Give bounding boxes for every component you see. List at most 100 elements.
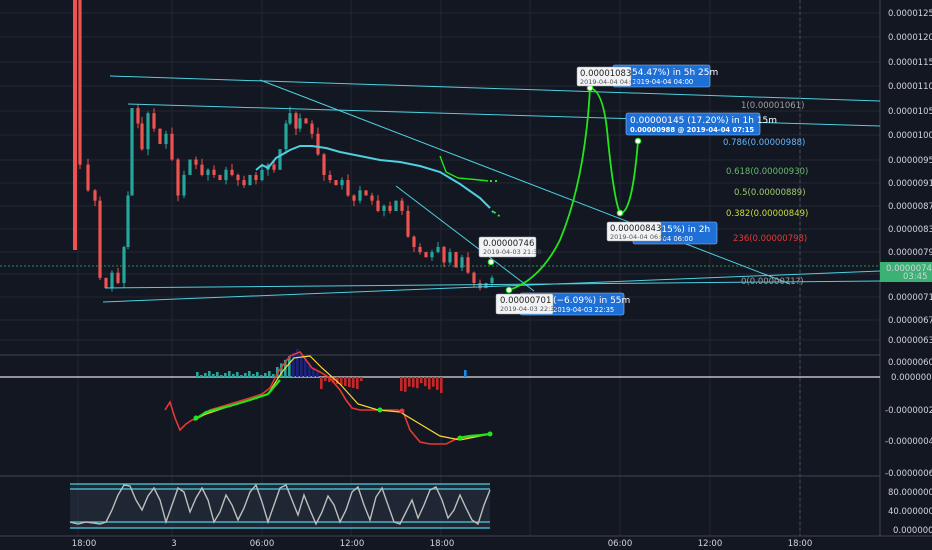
projection-point-1[interactable] xyxy=(505,286,513,294)
time-axis[interactable]: 18:00 3 06:00 12:00 18:00 06:00 12:00 18:00 xyxy=(72,539,813,549)
rsi-panel[interactable] xyxy=(69,483,491,529)
candle-body xyxy=(412,236,416,247)
annotation-high-time: 2019-04-04 04:00 xyxy=(632,78,693,86)
time-tick-label: 06:00 xyxy=(608,539,633,549)
fibonacci-retracement[interactable]: 1(0.00001061) 0.786(0.00000988) 0.618(0.… xyxy=(723,101,808,287)
macd-histogram-bar-up xyxy=(300,353,303,377)
current-price-value: 0.00000741 xyxy=(886,264,932,274)
moving-average-projection xyxy=(491,210,497,215)
macd-histogram-bar-down xyxy=(340,377,343,385)
candle-body xyxy=(424,252,428,258)
candle-body xyxy=(278,149,282,170)
candle-body xyxy=(490,277,494,283)
lower-support-line[interactable] xyxy=(104,280,881,289)
candle-body xyxy=(164,133,168,145)
macd-histogram-bar-down xyxy=(432,377,435,387)
macd-panel[interactable] xyxy=(0,349,880,445)
macd-histogram-bar-up xyxy=(224,373,227,377)
macd-histogram-bar-up xyxy=(200,375,203,377)
macd-line-up xyxy=(193,379,281,421)
candle-body xyxy=(370,195,374,201)
annotation-target-price-time: 0.00000988 @ 2019-04-04 07:15 xyxy=(630,126,754,134)
macd-histogram-bar-down xyxy=(348,377,351,387)
candle-body xyxy=(472,272,476,283)
time-tick-label: 18:00 xyxy=(72,539,97,549)
macd-cross-4 xyxy=(487,431,493,437)
descending-trendline[interactable] xyxy=(259,79,791,285)
support-trendline[interactable] xyxy=(102,270,881,303)
macd-cross-1 xyxy=(193,415,199,421)
annotation-high-change: 54.47%) in 5h 25m xyxy=(632,68,718,78)
macd-line-up-2 xyxy=(457,432,491,440)
fib-level-0236: 236(0.00000798) xyxy=(733,234,807,244)
candle-body xyxy=(394,200,398,211)
macd-histogram-bar-up xyxy=(232,374,235,377)
candle-body xyxy=(400,200,404,211)
macd-histogram-bar-up xyxy=(244,373,247,377)
candle-body xyxy=(98,200,102,278)
upper-trendline[interactable] xyxy=(109,75,881,102)
fib-level-0: 0(0.0000071?) xyxy=(741,277,804,287)
annotation-pullback-price: 0.00000843 xyxy=(610,224,661,234)
projection-points[interactable] xyxy=(487,84,642,294)
short-trendline[interactable] xyxy=(395,185,535,292)
macd-histogram-bar-up xyxy=(316,372,319,377)
candle-body xyxy=(436,246,440,253)
macd-histogram xyxy=(196,349,467,393)
rsi-tick-label: 0.00000000 xyxy=(893,526,932,536)
macd-histogram-bar-up xyxy=(260,375,263,377)
fib-level-0382: 0.382(0.00000849) xyxy=(726,209,808,219)
macd-tick-label: -0.00000020 xyxy=(885,406,932,416)
rsi-axis[interactable]: 80.00000000 40.00000000 0.00000000 xyxy=(888,488,932,536)
fib-level-1: 1(0.00001061) xyxy=(741,101,804,111)
annotation-low-time: 2019-04-03 22:35 xyxy=(553,306,614,314)
current-price-tag[interactable]: 0.00000741 03:45 xyxy=(880,262,932,282)
annotation-high-date: 2019-04-04 04:00 xyxy=(580,78,639,86)
candle-body xyxy=(236,174,240,181)
candle-body xyxy=(484,282,488,289)
macd-histogram-bar-up xyxy=(220,375,223,377)
annotation-pullback[interactable]: (−22.15%) in 2h 019-04-04 06:00 0.000008… xyxy=(606,221,718,245)
candle-body xyxy=(382,205,386,211)
candle-body xyxy=(110,272,114,289)
annotation-high[interactable]: 54.47%) in 5h 25m 2019-04-04 04:00 0.000… xyxy=(576,64,718,88)
macd-histogram-bar-up xyxy=(216,372,219,377)
time-tick-label: 18:00 xyxy=(788,539,813,549)
annotation-target-change: 0.00000145 (17.20%) in 1h 15m xyxy=(630,116,777,126)
projection-point-4[interactable] xyxy=(634,137,642,145)
annotation-low-price: 0.00000701 xyxy=(500,296,551,306)
macd-histogram-bar-up xyxy=(288,356,291,377)
candle-body xyxy=(136,108,140,124)
annotation-low-price-box xyxy=(495,293,554,315)
annotation-low[interactable]: (−6.09%) in 55m 2019-04-03 22:35 0.00000… xyxy=(495,292,630,316)
candle-body xyxy=(294,113,298,129)
macd-histogram-bar-down xyxy=(336,377,339,384)
candle-body xyxy=(194,159,198,165)
annotation-local-price: 0.00000746 xyxy=(483,239,534,249)
annotation-local[interactable]: 0.00000746 2019-04-03 21:30 xyxy=(478,236,542,258)
candle-body xyxy=(224,169,228,181)
macd-histogram-bar-down xyxy=(332,377,335,383)
macd-histogram-bar-up xyxy=(264,373,267,377)
annotation-pullback-price-box xyxy=(606,221,662,242)
projection-point-0[interactable] xyxy=(487,258,495,266)
candle-body xyxy=(310,123,314,134)
annotation-target[interactable]: 0.00000145 (17.20%) in 1h 15m 0.00000988… xyxy=(625,112,777,136)
candle-body xyxy=(140,123,144,150)
candle-body xyxy=(176,159,180,196)
annotation-target-box xyxy=(625,112,761,136)
projection-point-3[interactable] xyxy=(616,209,624,217)
candle-body xyxy=(364,190,368,196)
candle-body xyxy=(272,164,276,170)
macd-histogram-bar-up xyxy=(296,349,299,377)
